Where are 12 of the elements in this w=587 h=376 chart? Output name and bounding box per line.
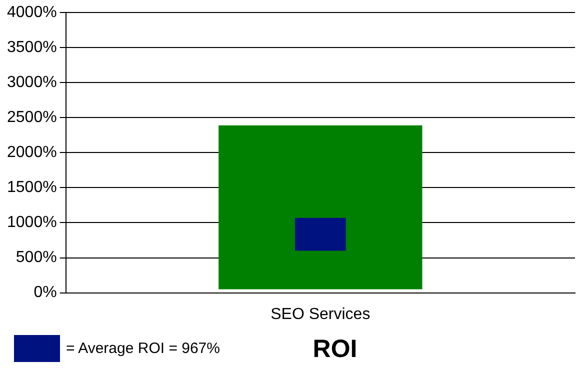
legend-label: = Average ROI = 967%	[66, 340, 220, 357]
y-tick-label: 2000%	[6, 144, 57, 162]
y-tick-label: 4000%	[6, 4, 57, 22]
y-tick-label: 3500%	[6, 39, 57, 56]
y-tick-label: 0%	[34, 284, 57, 302]
x-tick-label: SEO Services	[270, 306, 370, 323]
text: ROI	[312, 335, 358, 364]
y-tick-label: 1500%	[6, 179, 57, 196]
y-tick-label: 3000%	[6, 74, 57, 92]
y-tick-label: 2500%	[6, 109, 57, 126]
y-tick-label: 1000%	[6, 214, 57, 232]
y-tick-label: 500%	[16, 249, 57, 266]
